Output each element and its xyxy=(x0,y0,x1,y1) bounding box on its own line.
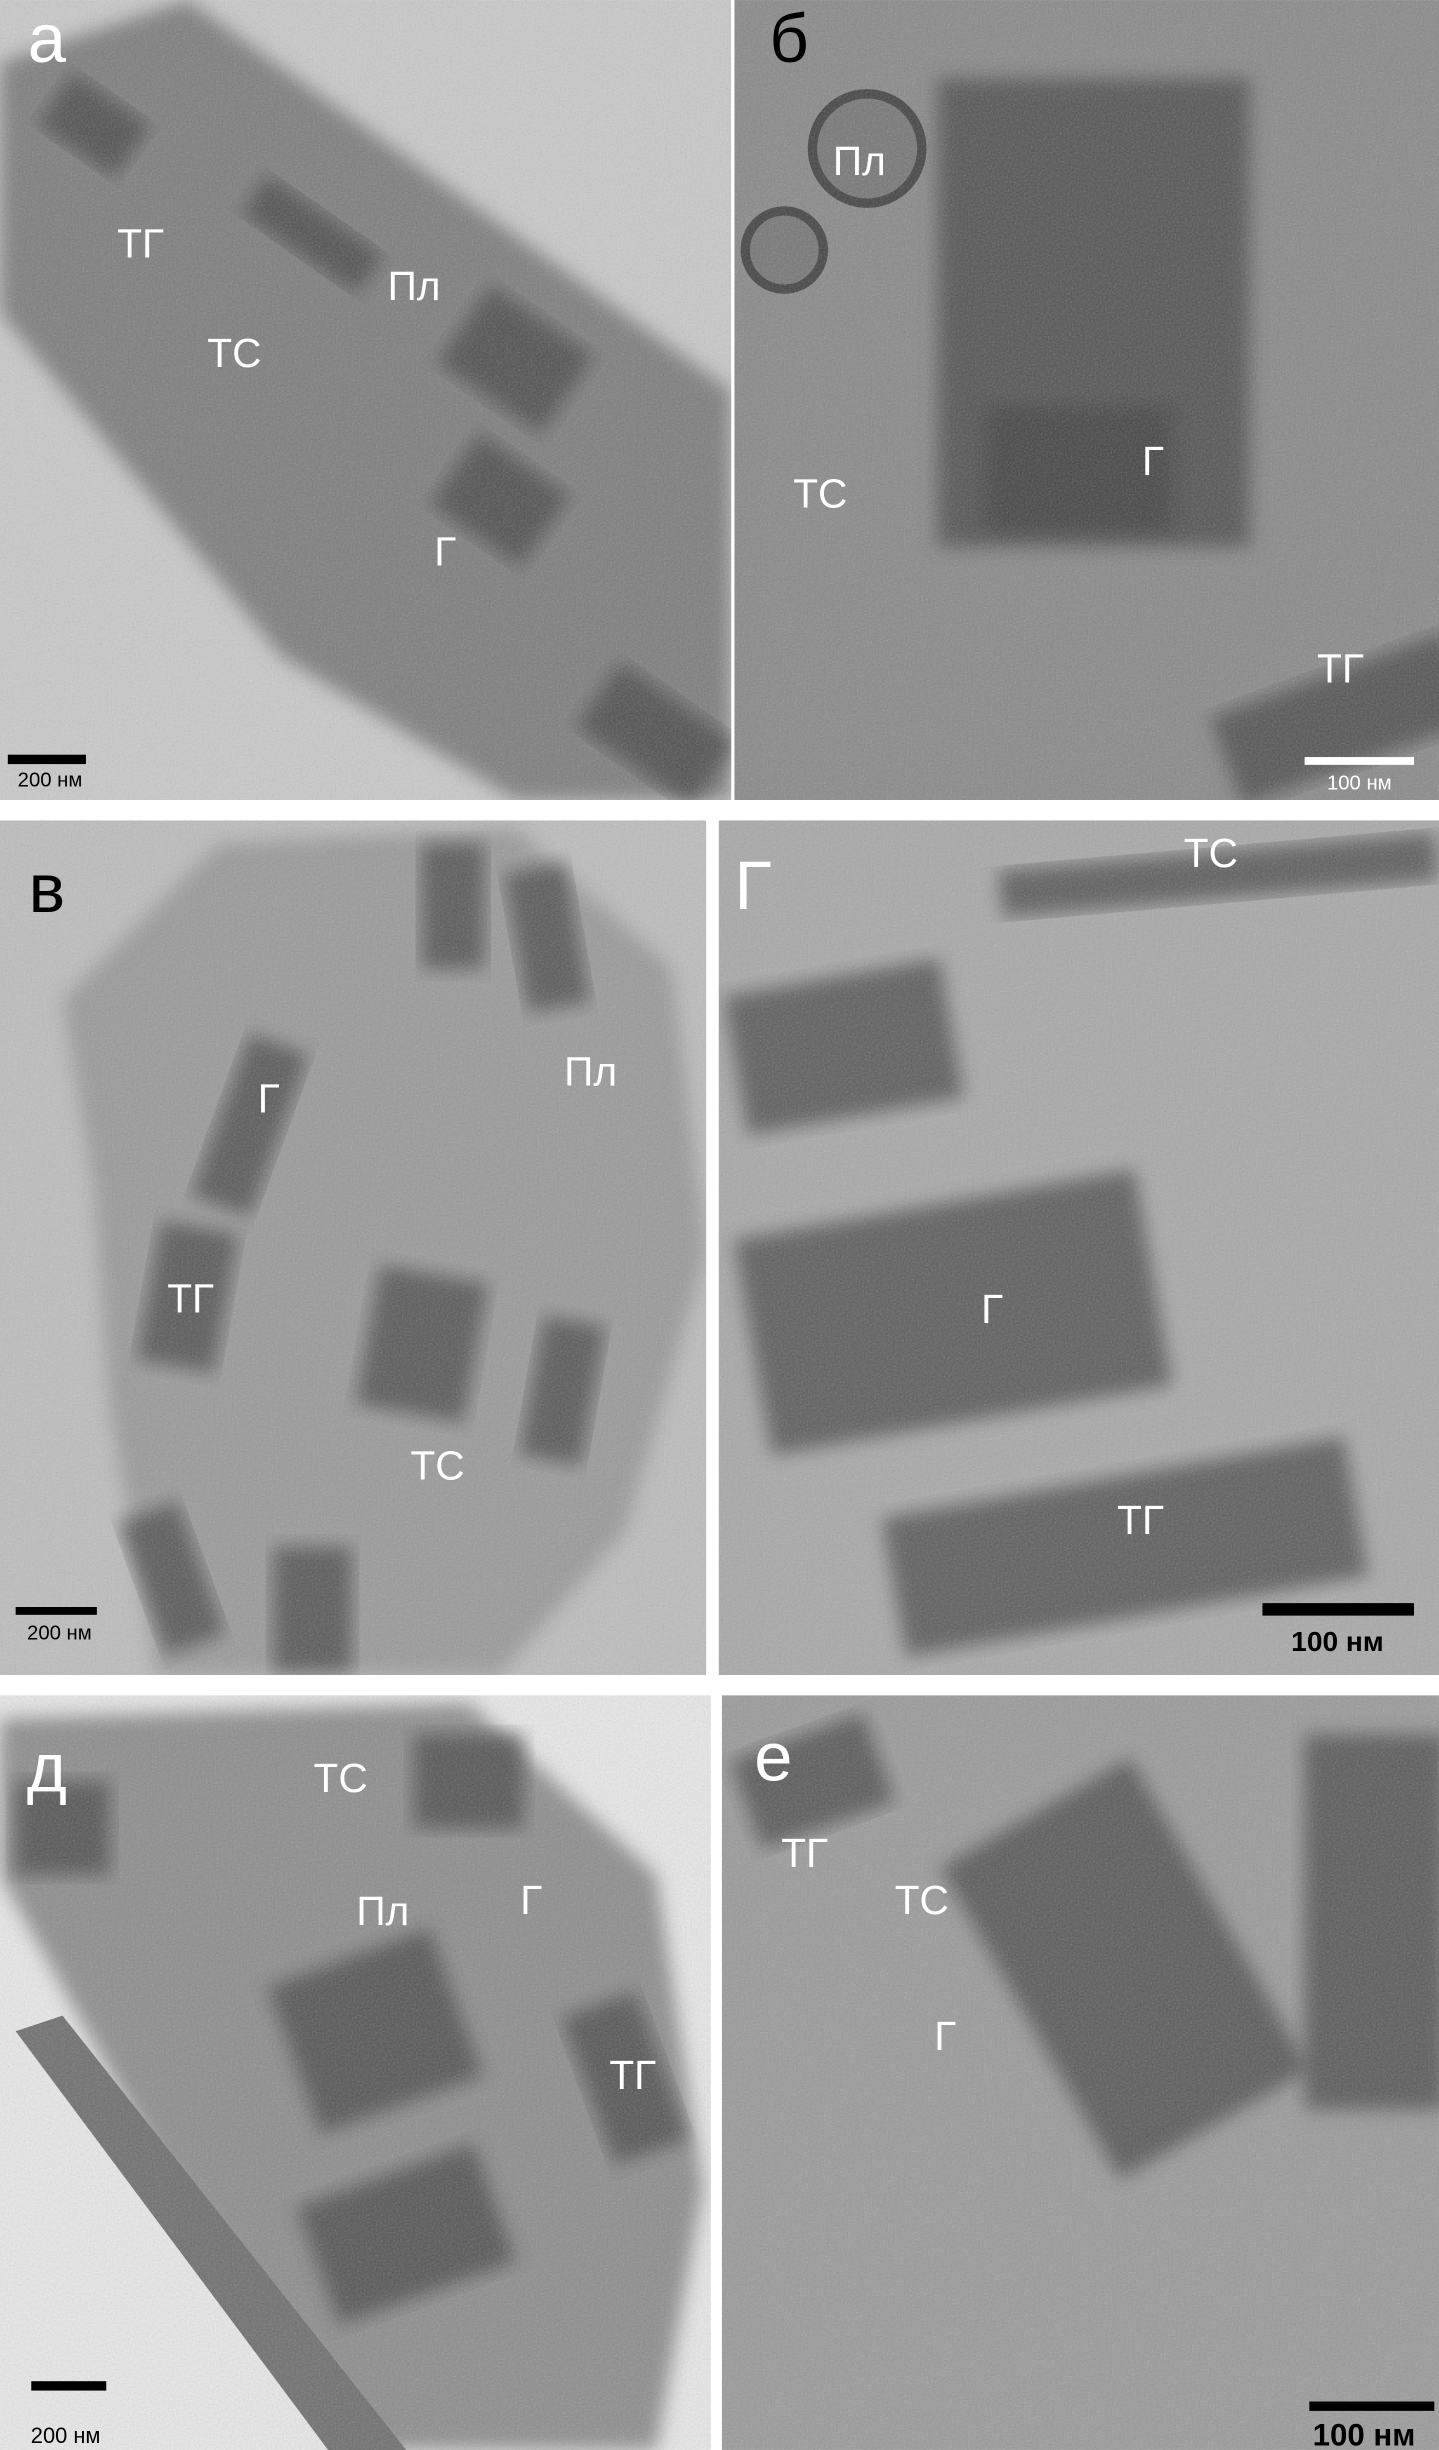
structure-label: ТГ xyxy=(117,221,164,267)
structure-label: ТС xyxy=(410,1442,464,1488)
scale-bar-label: 100 нм xyxy=(1327,773,1392,795)
structure-label: Пл xyxy=(833,138,886,184)
structure-label: ТС xyxy=(207,330,261,376)
structure-label: Пл xyxy=(388,263,441,309)
structure-label: ТС xyxy=(314,1755,368,1801)
micrograph xyxy=(734,0,1439,801)
scale-bar xyxy=(15,1607,97,1615)
scale-bar xyxy=(7,754,86,765)
micrograph-panel: а ТГ ТС Пл Г 200 нм xyxy=(0,0,732,801)
scale-bar-label: 200 нм xyxy=(27,1623,92,1645)
structure-label: Г xyxy=(981,1286,1003,1332)
structure-label: ТГ xyxy=(781,1830,828,1876)
structure-label: Пл xyxy=(356,1888,409,1934)
structure-label: Г xyxy=(520,1877,542,1923)
grain xyxy=(0,820,707,1675)
structure-label: ТГ xyxy=(1317,646,1364,692)
structure-label: Пл xyxy=(564,1049,617,1095)
scale-bar-label: 100 нм xyxy=(1313,2418,1416,2450)
micrograph-panel: б Пл ТС Г ТГ 100 нм xyxy=(734,0,1439,801)
micrograph-panel: в Г Пл ТГ ТС 200 нм xyxy=(0,820,707,1675)
scale-bar xyxy=(31,2381,107,2391)
micrograph-panel: е ТГ ТС Г 100 нм xyxy=(721,1695,1439,2450)
structure-label: ТГ xyxy=(1117,1497,1164,1543)
structure-label: Г xyxy=(258,1075,280,1121)
structure-label: ТС xyxy=(1184,830,1238,876)
structure-label: ТС xyxy=(895,1877,949,1923)
micrograph xyxy=(718,820,1439,1675)
micrograph xyxy=(721,1695,1439,2450)
scale-bar-label: 100 нм xyxy=(1291,1626,1383,1657)
grain xyxy=(734,0,1439,801)
grain xyxy=(718,820,1439,1675)
structure-label: ТГ xyxy=(609,2052,656,2098)
micrograph xyxy=(0,820,707,1675)
structure-label: Г xyxy=(434,528,456,574)
scale-bar-label: 200 нм xyxy=(31,2423,101,2448)
structure-label: Г xyxy=(934,2013,956,2059)
grain xyxy=(721,1695,1439,2450)
micrograph xyxy=(0,0,732,801)
scale-bar-label: 200 нм xyxy=(18,770,83,792)
grain xyxy=(0,0,732,801)
structure-label: Г xyxy=(1142,438,1164,484)
structure-label: ТС xyxy=(793,471,847,517)
scale-bar xyxy=(1304,757,1415,765)
micrograph-panel: д ТС Пл Г ТГ 200 нм xyxy=(0,1695,711,2450)
grain xyxy=(0,1695,711,2450)
panel-letter: б xyxy=(769,0,808,77)
panel-letter: а xyxy=(28,0,67,77)
scale-bar xyxy=(1262,1603,1415,1616)
panel-letter: е xyxy=(754,1719,792,1796)
panel-letter: в xyxy=(29,850,66,927)
scale-bar xyxy=(1309,2401,1435,2411)
structure-label: ТГ xyxy=(167,1275,214,1321)
panel-letter: Г xyxy=(734,847,771,924)
micrograph-panel: Г ТС Г ТГ 100 нм xyxy=(718,820,1439,1675)
micrograph xyxy=(0,1695,711,2450)
panel-letter: д xyxy=(27,1730,67,1807)
